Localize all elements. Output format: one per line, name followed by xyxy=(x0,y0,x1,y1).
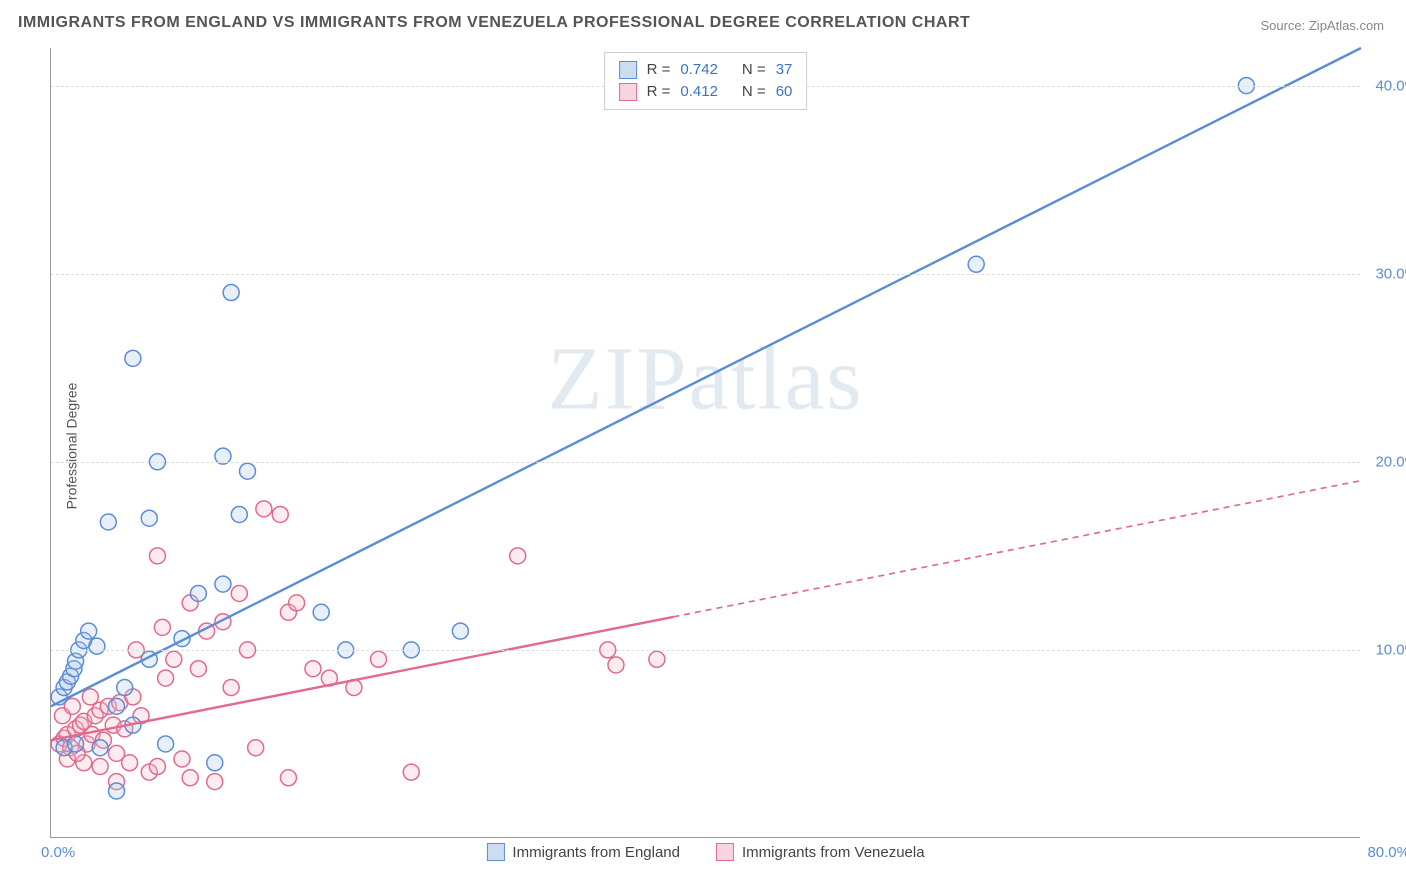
data-point xyxy=(403,764,419,780)
data-point xyxy=(166,651,182,667)
data-point xyxy=(92,759,108,775)
data-point xyxy=(280,770,296,786)
x-tick-min: 0.0% xyxy=(41,844,75,861)
data-point xyxy=(82,689,98,705)
data-point xyxy=(89,638,105,654)
data-point xyxy=(371,651,387,667)
data-point xyxy=(305,661,321,677)
scatter-svg xyxy=(51,48,1360,837)
data-point xyxy=(68,736,84,752)
data-point xyxy=(256,501,272,517)
data-point xyxy=(141,510,157,526)
data-point xyxy=(158,670,174,686)
data-point xyxy=(154,619,170,635)
data-point xyxy=(190,585,206,601)
data-point xyxy=(968,256,984,272)
data-point xyxy=(190,661,206,677)
chart-title: IMMIGRANTS FROM ENGLAND VS IMMIGRANTS FR… xyxy=(18,14,970,32)
y-tick-label: 30.0% xyxy=(1375,265,1406,282)
r-label: R = xyxy=(647,59,671,81)
gridline xyxy=(51,274,1360,275)
n-label: N = xyxy=(742,59,766,81)
swatch-venezuela-icon xyxy=(716,843,734,861)
data-point xyxy=(117,680,133,696)
legend-stats-row-venezuela: R = 0.412 N = 60 xyxy=(619,81,793,103)
n-label: N = xyxy=(742,81,766,103)
data-point xyxy=(240,463,256,479)
y-tick-label: 10.0% xyxy=(1375,641,1406,658)
data-point xyxy=(223,680,239,696)
data-point xyxy=(313,604,329,620)
y-tick-label: 40.0% xyxy=(1375,77,1406,94)
gridline xyxy=(51,462,1360,463)
data-point xyxy=(231,506,247,522)
data-point xyxy=(223,285,239,301)
legend-stats-row-england: R = 0.742 N = 37 xyxy=(619,59,793,81)
x-tick-max: 80.0% xyxy=(1367,844,1406,861)
data-point xyxy=(510,548,526,564)
data-point xyxy=(608,657,624,673)
data-point xyxy=(92,740,108,756)
source-label: Source: ZipAtlas.com xyxy=(1260,18,1384,33)
legend-stats: R = 0.742 N = 37 R = 0.412 N = 60 xyxy=(604,52,808,110)
data-point xyxy=(149,759,165,775)
data-point xyxy=(452,623,468,639)
plot-area: ZIPatlas R = 0.742 N = 37 R = 0.412 N = … xyxy=(50,48,1360,838)
data-point xyxy=(158,736,174,752)
swatch-england-icon xyxy=(486,843,504,861)
legend-series: Immigrants from England Immigrants from … xyxy=(486,843,924,861)
data-point xyxy=(81,623,97,639)
data-point xyxy=(231,585,247,601)
data-point xyxy=(100,514,116,530)
data-point xyxy=(207,755,223,771)
data-point xyxy=(109,698,125,714)
data-point xyxy=(109,783,125,799)
data-point xyxy=(182,770,198,786)
r-value-venezuela: 0.412 xyxy=(680,81,718,103)
data-point xyxy=(215,576,231,592)
data-point xyxy=(149,548,165,564)
data-point xyxy=(289,595,305,611)
legend-label-venezuela: Immigrants from Venezuela xyxy=(742,844,925,861)
gridline xyxy=(51,650,1360,651)
data-point xyxy=(272,506,288,522)
legend-label-england: Immigrants from England xyxy=(512,844,680,861)
r-value-england: 0.742 xyxy=(680,59,718,81)
trend-line-dashed xyxy=(673,481,1361,617)
y-tick-label: 20.0% xyxy=(1375,453,1406,470)
data-point xyxy=(248,740,264,756)
swatch-england-icon xyxy=(619,61,637,79)
data-point xyxy=(649,651,665,667)
data-point xyxy=(207,774,223,790)
data-point xyxy=(174,751,190,767)
data-point xyxy=(125,350,141,366)
n-value-venezuela: 60 xyxy=(776,81,793,103)
legend-item-venezuela: Immigrants from Venezuela xyxy=(716,843,925,861)
trend-line xyxy=(51,617,673,740)
data-point xyxy=(122,755,138,771)
r-label: R = xyxy=(647,81,671,103)
trend-line xyxy=(51,48,1361,706)
swatch-venezuela-icon xyxy=(619,83,637,101)
n-value-england: 37 xyxy=(776,59,793,81)
legend-item-england: Immigrants from England xyxy=(486,843,680,861)
